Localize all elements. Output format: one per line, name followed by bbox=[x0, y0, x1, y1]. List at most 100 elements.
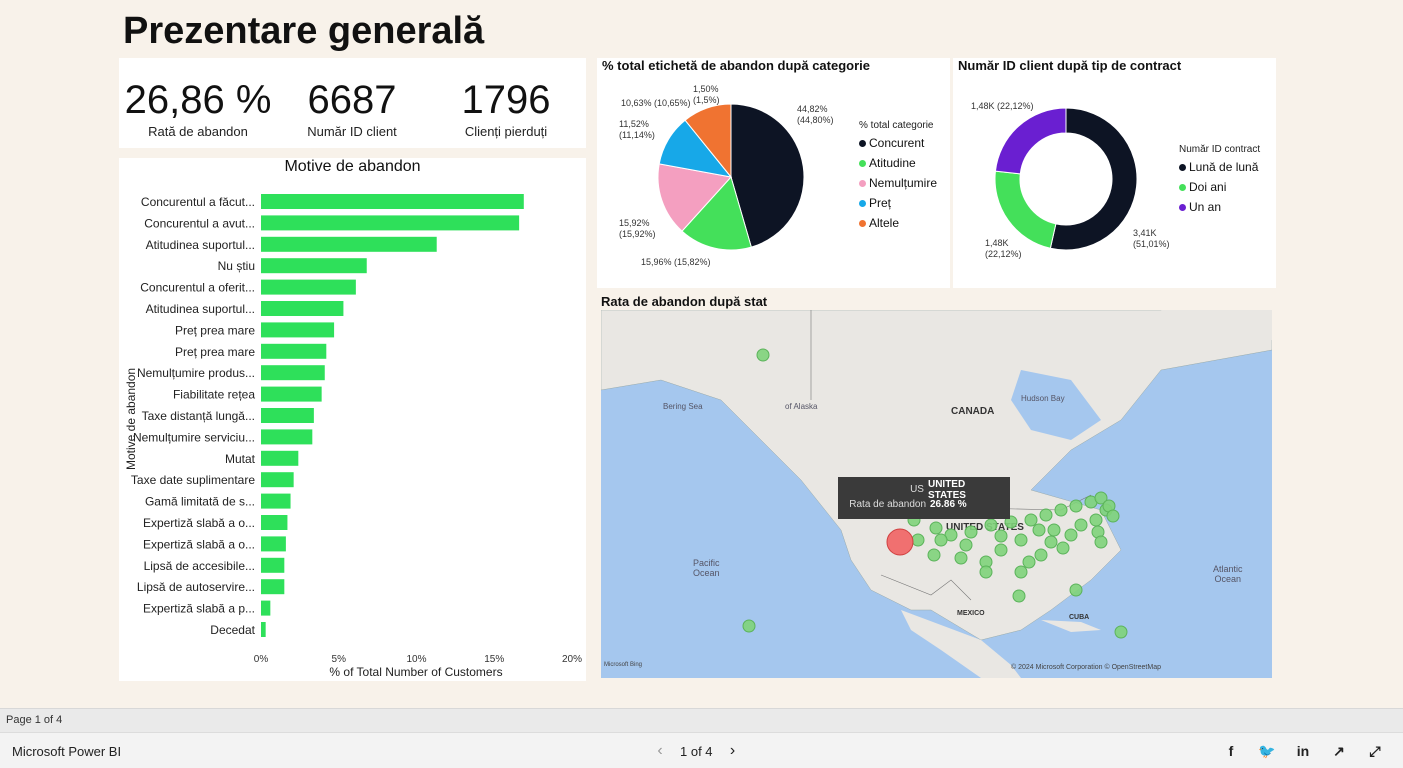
kpi-customer-count[interactable]: 6687 Număr ID client bbox=[277, 78, 427, 139]
bar[interactable] bbox=[261, 258, 367, 274]
pie-legend: % total categorie Concurent Atitudine Ne… bbox=[859, 120, 937, 233]
pie-slice[interactable] bbox=[657, 163, 732, 232]
churn-reasons-chart[interactable]: Motive de abandon Concurentul a făcut...… bbox=[119, 158, 586, 681]
state-bubble[interactable] bbox=[1114, 625, 1128, 639]
state-bubble[interactable] bbox=[1014, 533, 1028, 547]
legend-item-concurent[interactable]: Concurent bbox=[859, 133, 937, 153]
state-bubble[interactable] bbox=[934, 533, 948, 547]
state-bubble[interactable] bbox=[984, 518, 998, 532]
category-label: Taxe date suplimentare bbox=[131, 473, 255, 487]
powerbi-brand-link[interactable]: Microsoft Power BI bbox=[12, 744, 122, 759]
state-bubble[interactable] bbox=[1044, 535, 1058, 549]
bar[interactable] bbox=[261, 557, 285, 573]
legend-item-doi-ani[interactable]: Doi ani bbox=[1179, 177, 1260, 197]
state-bubble[interactable] bbox=[1024, 513, 1038, 527]
bar[interactable] bbox=[261, 429, 313, 445]
land-greenland bbox=[1161, 310, 1272, 350]
state-bubble[interactable] bbox=[994, 543, 1008, 557]
map-attribution[interactable]: © 2024 Microsoft Corporation © OpenStree… bbox=[1011, 664, 1161, 671]
bar[interactable] bbox=[261, 194, 524, 209]
legend-item-atitudine[interactable]: Atitudine bbox=[859, 153, 937, 173]
twitter-icon[interactable]: 🐦 bbox=[1258, 742, 1276, 759]
state-bubble[interactable] bbox=[1064, 528, 1078, 542]
state-bubble[interactable] bbox=[1069, 583, 1083, 597]
pie-slice-label: 15,96% (15,82%) bbox=[641, 257, 711, 267]
kpi-panel: 26,86 % Rată de abandon 6687 Număr ID cl… bbox=[119, 58, 586, 148]
state-bubble[interactable] bbox=[1014, 565, 1028, 579]
state-bubble[interactable] bbox=[964, 525, 978, 539]
state-bubble[interactable] bbox=[959, 538, 973, 552]
churn-category-pie-panel[interactable]: % total etichetă de abandon după categor… bbox=[597, 58, 950, 288]
bar[interactable] bbox=[261, 365, 325, 381]
legend-item-un-an[interactable]: Un an bbox=[1179, 197, 1260, 217]
bar[interactable] bbox=[261, 472, 294, 488]
state-bubble[interactable] bbox=[1094, 491, 1108, 505]
contract-type-donut-panel[interactable]: Număr ID client după tip de contract 3,4… bbox=[953, 58, 1276, 288]
facebook-icon[interactable]: f bbox=[1228, 743, 1234, 759]
state-bubble[interactable] bbox=[1022, 555, 1036, 569]
bar[interactable] bbox=[261, 408, 314, 423]
bar[interactable] bbox=[261, 236, 437, 252]
state-bubble[interactable] bbox=[756, 348, 770, 362]
state-bubble[interactable] bbox=[1004, 515, 1018, 529]
share-icon[interactable]: ↗ bbox=[1333, 742, 1345, 759]
kpi-lost-customers[interactable]: 1796 Clienți pierduți bbox=[431, 78, 581, 139]
state-bubble[interactable] bbox=[1089, 513, 1103, 527]
state-bubble[interactable] bbox=[954, 551, 968, 565]
pie-slice-label: 1,50% (1,5%) bbox=[693, 84, 720, 105]
legend-item-luna[interactable]: Lună de lună bbox=[1179, 157, 1260, 177]
bar[interactable] bbox=[261, 450, 299, 466]
bar[interactable] bbox=[261, 579, 285, 595]
bar[interactable] bbox=[261, 343, 327, 359]
previous-page-icon[interactable]: ‹ bbox=[657, 742, 663, 759]
bar[interactable] bbox=[261, 536, 286, 552]
state-bubble[interactable] bbox=[1032, 523, 1046, 537]
powerbi-footer: Microsoft Power BI ‹ 1 of 4 › f 🐦 in ↗ ⤢ bbox=[0, 732, 1403, 768]
bar[interactable] bbox=[261, 322, 335, 338]
bar[interactable] bbox=[261, 279, 356, 295]
donut-slice[interactable] bbox=[994, 107, 1067, 175]
pie-slice[interactable] bbox=[681, 176, 752, 251]
state-bubble[interactable] bbox=[1069, 499, 1083, 513]
state-bubble[interactable] bbox=[1012, 589, 1026, 603]
donut-slice[interactable] bbox=[994, 170, 1057, 249]
next-page-icon[interactable]: › bbox=[729, 742, 736, 759]
bar[interactable] bbox=[261, 386, 322, 402]
state-bubble[interactable] bbox=[1054, 503, 1068, 517]
linkedin-icon[interactable]: in bbox=[1296, 743, 1310, 759]
state-bubble[interactable] bbox=[979, 565, 993, 579]
state-bubble[interactable] bbox=[927, 548, 941, 562]
bar[interactable] bbox=[261, 215, 520, 231]
pie-slice[interactable] bbox=[684, 103, 732, 179]
donut-slice[interactable] bbox=[1049, 107, 1138, 251]
state-bubble[interactable] bbox=[911, 533, 925, 547]
state-bubble[interactable] bbox=[742, 619, 756, 633]
donut-slice-label: 3,41K (51,01%) bbox=[1133, 228, 1170, 249]
state-bubble[interactable] bbox=[994, 529, 1008, 543]
state-bubble[interactable] bbox=[929, 521, 943, 535]
state-bubble[interactable] bbox=[1047, 523, 1061, 537]
state-bubble[interactable] bbox=[1094, 535, 1108, 549]
bar[interactable] bbox=[261, 622, 266, 637]
legend-item-altele[interactable]: Altele bbox=[859, 213, 937, 233]
legend-dot bbox=[859, 139, 866, 147]
state-bubble-highlighted[interactable] bbox=[886, 528, 914, 556]
legend-dot bbox=[1179, 163, 1186, 171]
state-bubble[interactable] bbox=[1106, 509, 1120, 523]
category-label: Taxe distanță lungă... bbox=[142, 409, 255, 423]
legend-item-pret[interactable]: Preț bbox=[859, 193, 937, 213]
bar[interactable] bbox=[261, 301, 344, 316]
state-bubble[interactable] bbox=[1056, 541, 1070, 555]
legend-item-nemultumire[interactable]: Nemulțumire bbox=[859, 173, 937, 193]
state-bubble[interactable] bbox=[1034, 548, 1048, 562]
bar[interactable] bbox=[261, 493, 291, 509]
bar[interactable] bbox=[261, 515, 288, 530]
map-label-us: UNITED STATES bbox=[946, 522, 1024, 533]
kpi-churn-rate[interactable]: 26,86 % Rată de abandon bbox=[123, 78, 273, 139]
fullscreen-icon[interactable]: ⤢ bbox=[1369, 742, 1381, 759]
state-bubble[interactable] bbox=[1074, 518, 1088, 532]
category-label: Concurentul a făcut... bbox=[141, 195, 255, 209]
bar[interactable] bbox=[261, 600, 271, 616]
pie-slice[interactable] bbox=[730, 103, 805, 248]
state-bubble[interactable] bbox=[1039, 508, 1053, 522]
